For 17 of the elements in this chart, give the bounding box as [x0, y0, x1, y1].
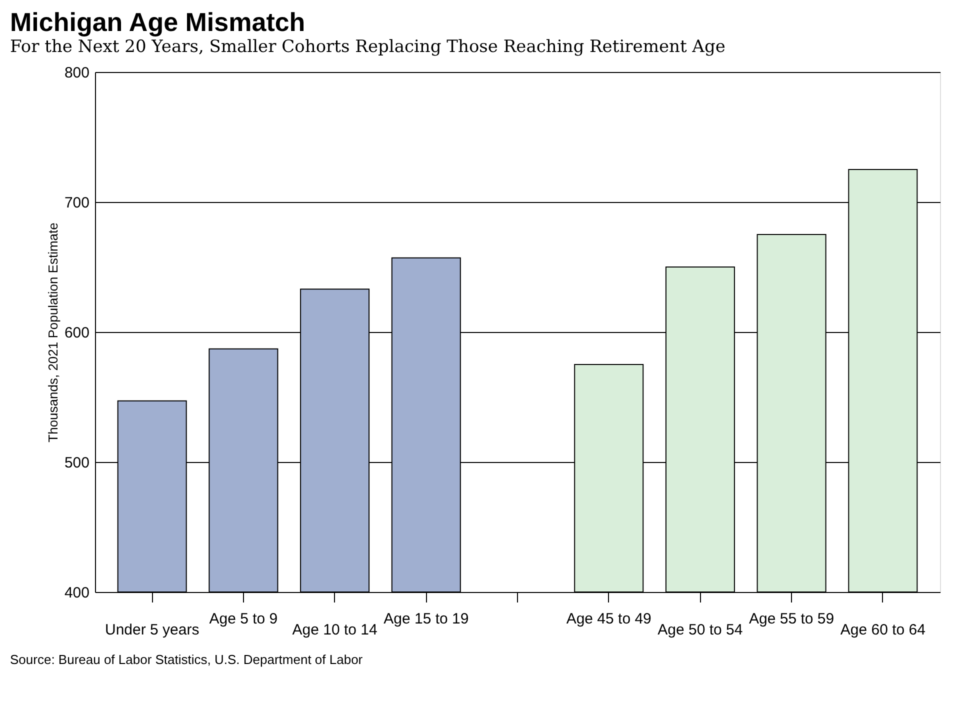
- source-note: Source: Bureau of Labor Statistics, U.S. Department of Labor: [10, 652, 364, 667]
- x-tick-label: Age 60 to 64: [840, 622, 926, 638]
- x-tick-label: Age 5 to 9: [209, 610, 278, 628]
- x-tick-label: Age 55 to 59: [749, 610, 834, 628]
- y-tick-label: 400: [64, 584, 90, 602]
- y-axis-title: Thousands, 2021 Population Estimate: [45, 222, 60, 442]
- y-tick-label: 600: [64, 324, 90, 342]
- y-tick-label: 700: [64, 194, 90, 212]
- x-tick-label: Age 15 to 19: [384, 610, 469, 628]
- y-tick-label: 500: [64, 454, 90, 472]
- x-tick-label: Under 5 years: [104, 622, 200, 638]
- chart-title: Michigan Age Mismatch: [10, 7, 306, 37]
- x-tick-label: Age 45 to 49: [566, 610, 652, 628]
- chart-subtitle: For the Next 20 Years, Smaller Cohorts Replacing Those Reaching Retirement Age: [10, 37, 726, 57]
- y-tick-label: 800: [64, 64, 90, 82]
- x-tick-label: Age 10 to 14: [292, 622, 378, 638]
- x-tick-label: Age 50 to 54: [658, 622, 743, 638]
